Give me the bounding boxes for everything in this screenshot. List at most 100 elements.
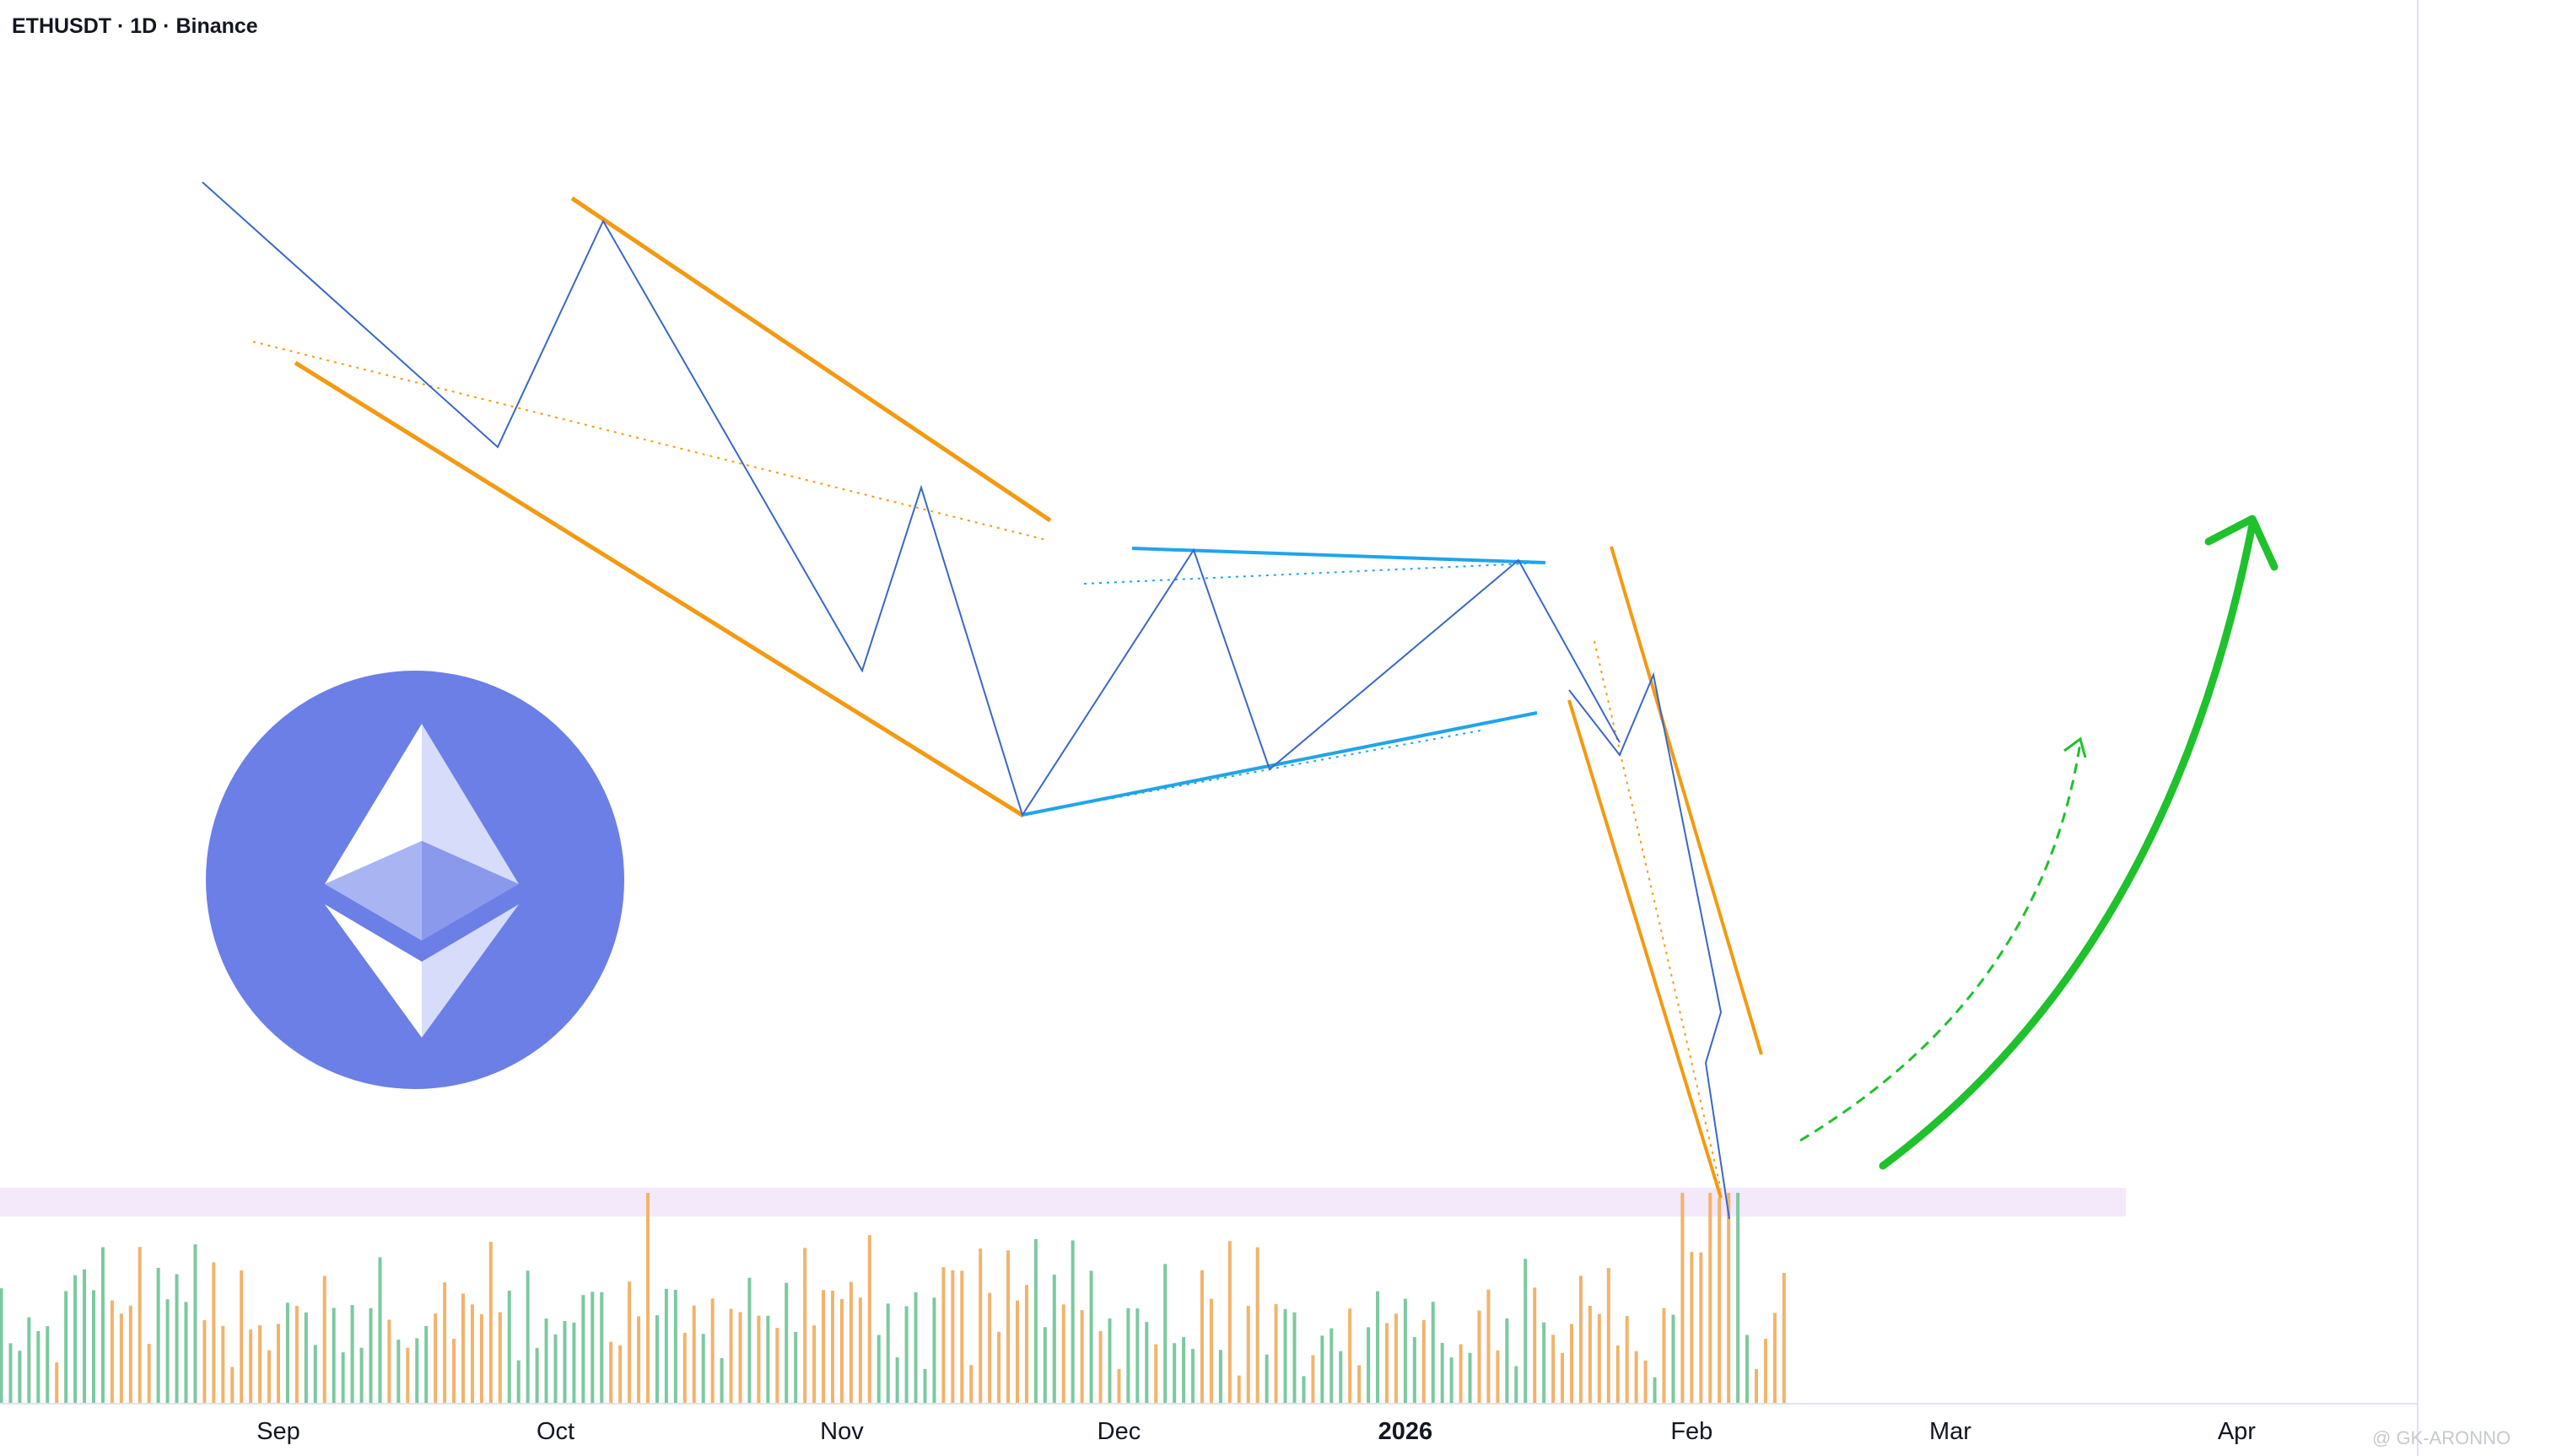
volume-bar bbox=[1727, 1193, 1731, 1404]
volume-bar bbox=[628, 1281, 632, 1404]
volume-bar bbox=[766, 1315, 770, 1404]
volume-bar bbox=[932, 1297, 936, 1404]
volume-bar bbox=[831, 1290, 834, 1404]
volume-bar bbox=[184, 1302, 188, 1404]
volume-bar bbox=[572, 1322, 576, 1404]
volume-bar bbox=[1653, 1377, 1657, 1404]
volume-bar bbox=[1763, 1339, 1767, 1404]
volume-bar bbox=[1708, 1193, 1712, 1404]
time-tick-label: Oct bbox=[537, 1418, 574, 1445]
channel-line bbox=[548, 235, 1046, 540]
volume-bar bbox=[1625, 1316, 1629, 1404]
volume-bar bbox=[1542, 1322, 1546, 1404]
triangle-dotted-line bbox=[1022, 729, 1486, 816]
eth-diamond-top-right bbox=[422, 724, 519, 884]
volume-bar bbox=[249, 1329, 253, 1404]
volume-bar bbox=[664, 1288, 668, 1404]
volume-bar bbox=[119, 1313, 123, 1404]
volume-bar bbox=[1634, 1351, 1638, 1404]
volume-bar bbox=[267, 1350, 272, 1404]
volume-bar bbox=[729, 1308, 733, 1404]
volume-bar bbox=[415, 1338, 419, 1404]
volume-bar bbox=[92, 1290, 95, 1404]
volume-bar bbox=[867, 1235, 871, 1404]
volume-bar bbox=[1191, 1349, 1195, 1404]
volume-bar bbox=[369, 1308, 373, 1404]
volume-bar bbox=[313, 1345, 317, 1404]
volume-bar bbox=[1283, 1308, 1287, 1404]
volume-bar bbox=[775, 1328, 779, 1404]
volume-bar bbox=[1255, 1247, 1259, 1404]
volume-bar bbox=[1385, 1323, 1389, 1404]
volume-bar bbox=[202, 1319, 207, 1404]
projection-dashed-arrowhead bbox=[2063, 736, 2087, 758]
author-watermark: @ GK-ARONNO bbox=[2372, 1427, 2511, 1448]
volume-bar bbox=[1016, 1300, 1019, 1404]
volume-bar bbox=[165, 1299, 170, 1404]
volume-bar bbox=[443, 1282, 447, 1404]
volume-bar bbox=[1209, 1298, 1213, 1404]
time-tick-label: 2026 bbox=[1378, 1418, 1433, 1445]
volume-bar bbox=[304, 1312, 308, 1404]
volume-bar bbox=[849, 1281, 853, 1404]
volume-bar bbox=[332, 1308, 336, 1404]
volume-bar bbox=[1246, 1306, 1250, 1404]
volume-bar bbox=[1024, 1285, 1028, 1404]
volume-bar bbox=[1431, 1302, 1435, 1404]
volume-bar bbox=[156, 1267, 160, 1404]
volume-bar bbox=[1782, 1273, 1786, 1404]
volume-bar bbox=[138, 1247, 142, 1404]
volume-bar bbox=[822, 1290, 826, 1404]
volume-bar bbox=[794, 1331, 798, 1404]
volume-bar bbox=[1154, 1344, 1158, 1404]
volume-bar bbox=[110, 1300, 114, 1404]
volume-bar bbox=[1772, 1313, 1777, 1404]
volume-bar bbox=[294, 1306, 299, 1404]
volume-bar bbox=[424, 1325, 429, 1404]
volume-bar bbox=[1098, 1330, 1103, 1404]
volume-bar bbox=[609, 1341, 613, 1404]
volume-bar bbox=[710, 1298, 715, 1404]
volume-bar bbox=[1597, 1313, 1601, 1404]
volume-bar bbox=[396, 1340, 401, 1404]
volume-bar bbox=[544, 1318, 548, 1404]
projection-dashed-arrow bbox=[1799, 741, 2082, 1142]
volume-bar bbox=[277, 1324, 280, 1404]
volume-bar bbox=[1052, 1275, 1056, 1404]
volume-bar bbox=[563, 1320, 567, 1404]
channel-line bbox=[570, 196, 1052, 523]
eth-diamond-mid-right bbox=[422, 841, 519, 941]
volume-bar bbox=[1477, 1310, 1481, 1404]
triangle-dotted-line bbox=[1083, 562, 1546, 585]
volume-bar bbox=[997, 1331, 1001, 1404]
volume-bar bbox=[979, 1248, 983, 1404]
projection-main-arrow bbox=[1879, 520, 2257, 1170]
volume-bar bbox=[1421, 1319, 1426, 1404]
volume-bar bbox=[434, 1313, 438, 1404]
eth-diamond-mid-left bbox=[325, 841, 422, 941]
volume-bar bbox=[923, 1368, 927, 1404]
volume-bar bbox=[322, 1275, 326, 1404]
volume-bar bbox=[1718, 1197, 1722, 1404]
volume-bar bbox=[193, 1244, 197, 1404]
annotations: 1.272 (5,829.62)5,829.621 (4,956.78)4,95… bbox=[202, 181, 2279, 1220]
time-axis: Sep Oct Nov Dec 2026 Feb Mar Apr bbox=[256, 1418, 2256, 1445]
volume-bar bbox=[128, 1305, 132, 1404]
volume-bar bbox=[147, 1343, 151, 1404]
volume-bar bbox=[1227, 1241, 1232, 1404]
volume-bar bbox=[1459, 1344, 1463, 1404]
volume-bar bbox=[655, 1315, 659, 1404]
triangle-upper-line bbox=[1131, 547, 1546, 564]
volume-bar bbox=[812, 1325, 817, 1404]
volume-bars bbox=[0, 1193, 1786, 1404]
channel-line bbox=[252, 341, 1047, 541]
eth-diamond-bottom-right bbox=[422, 904, 519, 1038]
volume-bar bbox=[18, 1351, 22, 1404]
volume-bar bbox=[785, 1282, 789, 1404]
volume-bar bbox=[960, 1270, 964, 1404]
volume-bar bbox=[359, 1347, 364, 1404]
volume-bar bbox=[55, 1362, 59, 1404]
wave-path bbox=[1568, 671, 1730, 1220]
